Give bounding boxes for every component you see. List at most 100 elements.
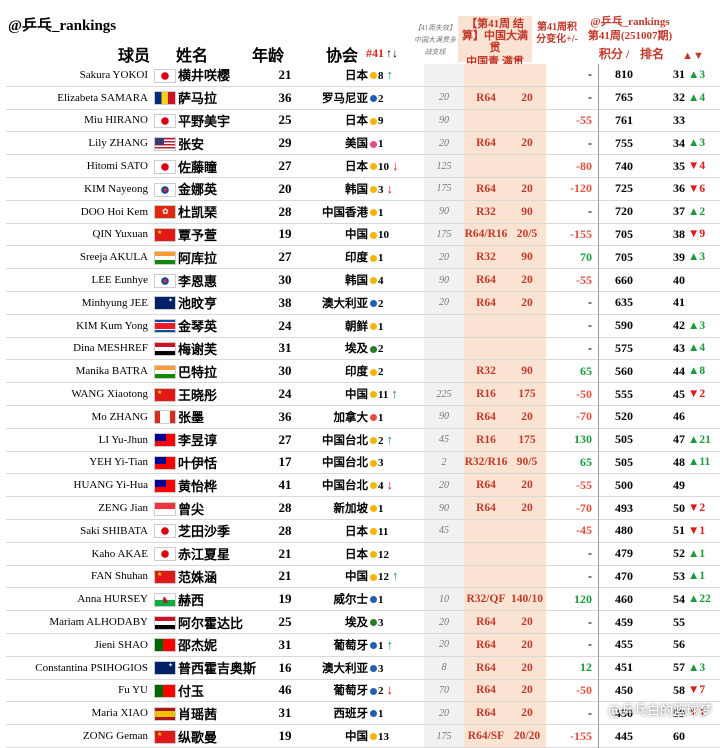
player-en-name: Sreeja AKULA bbox=[79, 251, 148, 264]
total-points: 765 bbox=[598, 86, 649, 110]
table-row: Mariam ALHODABY 阿尔霍达比 25 埃及 3 20 R64 20 … bbox=[6, 610, 720, 634]
points-change: -155 bbox=[570, 226, 592, 241]
expired-points bbox=[424, 565, 464, 588]
assoc-dot-icon bbox=[368, 177, 378, 200]
rank-movement: ▼7 bbox=[688, 684, 706, 697]
player-assoc: 葡萄牙 bbox=[333, 639, 369, 652]
player-age: 30 bbox=[278, 363, 292, 379]
total-points: 479 bbox=[598, 542, 649, 566]
week41-points bbox=[508, 337, 546, 360]
assoc-dot-icon bbox=[368, 588, 378, 611]
expired-points bbox=[424, 314, 464, 338]
week41-points: 20 bbox=[508, 473, 546, 497]
player-cn-name: 金琴英 bbox=[178, 319, 218, 335]
table-row: ZONG Geman ★ 纵歌曼 19 中国 13 175 R64/SF 20/… bbox=[6, 724, 720, 748]
page-title: @乒乓_rankings bbox=[8, 18, 117, 34]
country-flag-icon bbox=[152, 633, 178, 656]
player-en-name: Manika BATRA bbox=[75, 365, 148, 378]
rank-movement: ▲3 bbox=[688, 251, 706, 264]
assoc-rank-41: 2 bbox=[378, 92, 384, 105]
player-assoc: 韩国 bbox=[345, 183, 368, 196]
assoc-dot-icon bbox=[368, 542, 378, 565]
assoc-dot-icon bbox=[368, 269, 378, 292]
player-en-name: Constantina PSIHOGIOS bbox=[35, 661, 148, 674]
player-age: 30 bbox=[278, 272, 292, 288]
watermark: @乒乓白的篮球梦 bbox=[607, 704, 712, 719]
country-flag-icon bbox=[152, 497, 178, 520]
world-rank: 47 bbox=[673, 432, 685, 447]
week41-points bbox=[508, 565, 546, 588]
expired-points: 20 bbox=[424, 633, 464, 657]
total-points: 575 bbox=[598, 337, 649, 360]
country-flag-icon bbox=[152, 314, 178, 337]
total-points: 459 bbox=[598, 610, 649, 634]
expired-points: 45 bbox=[424, 428, 464, 452]
expired-points: 175 bbox=[424, 177, 464, 201]
header-result: 【第41周 结算】中国大满贯 中国青 满贯 bbox=[458, 16, 532, 68]
week41-points bbox=[508, 64, 546, 87]
table-row: ZENG Jian 曾尖 28 新加坡 1 90 R64 20 -70 493 … bbox=[6, 496, 720, 520]
world-rank: 39 bbox=[673, 249, 685, 264]
player-assoc: 中国 bbox=[345, 731, 368, 743]
assoc-dot-icon bbox=[368, 246, 378, 269]
week41-result bbox=[464, 109, 508, 132]
player-en-name: DOO Hoi Kem bbox=[80, 205, 148, 218]
player-assoc: 朝鲜 bbox=[345, 320, 368, 333]
table-row: KIM Nayeong 金娜英 20 韩国 3 ↓ 175 R64 20 -120… bbox=[6, 177, 720, 201]
player-cn-name: 阿尔霍达比 bbox=[178, 615, 244, 631]
points-change: - bbox=[588, 204, 592, 219]
points-change: -70 bbox=[576, 500, 592, 515]
assoc-dot-icon bbox=[368, 200, 378, 223]
player-age: 36 bbox=[278, 89, 292, 105]
world-rank: 42 bbox=[673, 318, 685, 333]
assoc-dot-icon bbox=[368, 702, 378, 725]
player-cn-name: 芝田沙季 bbox=[178, 524, 231, 540]
points-change: 130 bbox=[574, 432, 592, 447]
assoc-dot-icon bbox=[368, 360, 378, 383]
week41-result: R64 bbox=[464, 633, 508, 657]
player-age: 28 bbox=[278, 500, 292, 516]
table-row: KIM Kum Yong 金琴英 24 朝鲜 1 - 590 42 ▲3 bbox=[6, 314, 720, 338]
header-assoc: 协会 bbox=[326, 48, 359, 65]
player-age: 19 bbox=[278, 591, 292, 607]
total-points: 451 bbox=[598, 656, 649, 680]
table-row: LI Yu-Jhun 李昱谆 27 中国台北 2 ↑ 45 R16 175 130… bbox=[6, 428, 720, 452]
world-rank: 44 bbox=[673, 363, 685, 378]
points-change: - bbox=[588, 637, 592, 652]
player-en-name: Lily ZHANG bbox=[88, 137, 148, 150]
country-flag-icon bbox=[152, 177, 178, 200]
world-rank: 45 bbox=[673, 386, 685, 401]
week41-result bbox=[464, 314, 508, 338]
points-change: -50 bbox=[576, 386, 592, 401]
world-rank: 41 bbox=[673, 295, 685, 310]
world-rank: 31 bbox=[673, 67, 685, 82]
country-flag-icon bbox=[152, 405, 178, 428]
points-change: -55 bbox=[576, 272, 592, 287]
rank-movement bbox=[685, 611, 720, 634]
week41-result: R32/QF bbox=[464, 587, 508, 611]
points-change: -45 bbox=[576, 523, 592, 538]
rankings-table: Sakura YOKOI 横井咲樱 21 日本 8 ↑ - 810 31 ▲3 E… bbox=[6, 64, 720, 748]
rank-movement: ▼1 bbox=[688, 524, 706, 537]
player-cn-name: 佐藤瞳 bbox=[178, 159, 218, 175]
player-cn-name: 平野美宇 bbox=[178, 113, 231, 129]
world-rank: 46 bbox=[673, 409, 685, 424]
table-row: Lily ZHANG 张安 29 美国 1 20 R64 20 - 755 34… bbox=[6, 131, 720, 155]
country-flag-icon: ★ bbox=[152, 223, 178, 246]
total-points: 705 bbox=[598, 223, 649, 246]
assoc-rank-41: 4 bbox=[378, 275, 384, 288]
expired-points: 90 bbox=[424, 405, 464, 429]
expired-points bbox=[424, 64, 464, 87]
rank-movement: ▲3 bbox=[688, 661, 706, 674]
table-row: QIN Yuxuan ★ 覃予萱 19 中国 10 175 R64/R16 20… bbox=[6, 223, 720, 246]
player-en-name: Miu HIRANO bbox=[84, 114, 148, 127]
assoc-rank-41: 1 bbox=[378, 503, 384, 516]
world-rank: 43 bbox=[673, 340, 685, 355]
country-flag-icon bbox=[152, 611, 178, 634]
points-change: - bbox=[588, 568, 592, 583]
rank-arrow-icon: ↓ bbox=[386, 477, 394, 493]
assoc-rank-41: 3 bbox=[378, 457, 384, 470]
player-assoc: 日本 bbox=[345, 548, 368, 561]
world-rank: 32 bbox=[673, 90, 685, 105]
table-row: Dina MESHREF 梅谢芙 31 埃及 2 - 575 43 ▲4 bbox=[6, 337, 720, 360]
